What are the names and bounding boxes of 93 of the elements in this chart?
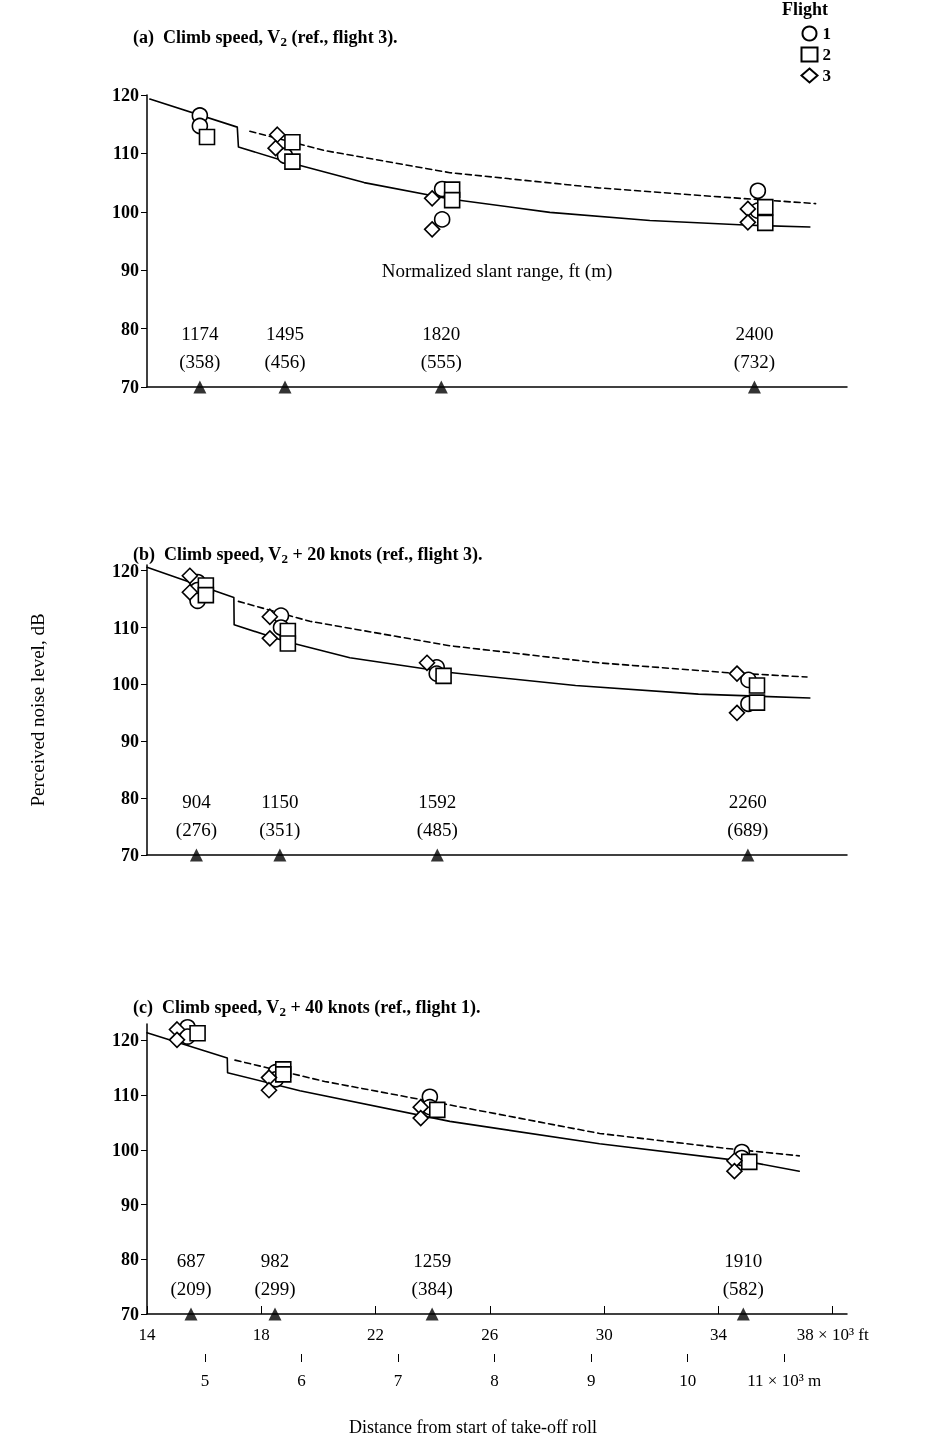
point bbox=[184, 1307, 198, 1321]
y-tick-label: 100 bbox=[112, 674, 139, 695]
x-tick-label: 18 bbox=[252, 1325, 270, 1344]
point bbox=[273, 848, 287, 862]
annotation: 1820 (555) bbox=[420, 322, 462, 373]
legend-label: 2 bbox=[822, 45, 831, 64]
x2-tick-label: 7 bbox=[393, 1371, 403, 1390]
x-tick-label: 26 bbox=[481, 1325, 499, 1344]
point bbox=[260, 1069, 278, 1086]
point bbox=[728, 665, 746, 682]
point bbox=[268, 1307, 282, 1321]
point bbox=[739, 200, 757, 218]
annotation: 2400 (732) bbox=[733, 322, 776, 373]
point bbox=[728, 704, 746, 722]
y-tick-label: 120 bbox=[112, 1030, 139, 1051]
point bbox=[284, 134, 301, 151]
legend-title: Flight bbox=[782, 0, 829, 19]
point bbox=[261, 630, 279, 647]
x2-tick-label: 9 bbox=[586, 1371, 596, 1390]
point bbox=[726, 1162, 743, 1180]
x-axis-title: Distance from start of take-off roll bbox=[348, 1417, 598, 1437]
x-tick-label: 14 bbox=[138, 1325, 156, 1344]
point bbox=[284, 153, 301, 170]
y-tick-label: 80 bbox=[121, 1249, 139, 1270]
point bbox=[435, 667, 452, 685]
y-tick-label: 110 bbox=[112, 1085, 139, 1106]
point bbox=[747, 380, 761, 394]
y-tick-label: 80 bbox=[121, 788, 139, 809]
point bbox=[433, 211, 451, 228]
y-tick-label: 90 bbox=[121, 260, 139, 281]
point bbox=[198, 128, 216, 146]
annotation: Normalized slant range, ft (m) bbox=[381, 259, 613, 282]
y-tick-label: 120 bbox=[112, 85, 139, 105]
point bbox=[430, 848, 444, 862]
x2-tick-label: 6 bbox=[297, 1371, 306, 1390]
point bbox=[197, 586, 215, 604]
annotation: 687 (209) bbox=[170, 1249, 212, 1300]
point bbox=[739, 214, 757, 231]
annotation: 1910 (582) bbox=[722, 1249, 764, 1300]
point bbox=[181, 583, 199, 601]
point bbox=[748, 694, 766, 711]
x2-tick-label: 11 × 10³ m bbox=[747, 1371, 822, 1390]
x2-tick-label: 8 bbox=[490, 1371, 499, 1390]
point bbox=[261, 608, 279, 626]
point bbox=[749, 182, 767, 200]
annotation: 1259 (384) bbox=[411, 1249, 453, 1300]
x-tick-label: 22 bbox=[367, 1325, 385, 1344]
annotation: 1495 (456) bbox=[264, 322, 306, 373]
point bbox=[168, 1031, 186, 1049]
point bbox=[736, 1307, 750, 1321]
point bbox=[740, 1153, 758, 1171]
point bbox=[189, 848, 203, 862]
y-tick-label: 90 bbox=[121, 731, 139, 752]
y-tick-label: 70 bbox=[121, 377, 139, 397]
point bbox=[181, 567, 199, 585]
y-tick-label: 110 bbox=[112, 617, 139, 638]
point bbox=[434, 380, 448, 394]
x2-tick-label: 5 bbox=[200, 1371, 210, 1390]
x2-tick-label: 10 bbox=[679, 1371, 697, 1390]
point bbox=[756, 198, 774, 216]
point bbox=[443, 191, 461, 209]
annotation: 982 (299) bbox=[254, 1249, 296, 1300]
point bbox=[279, 635, 297, 652]
y-tick-label: 110 bbox=[112, 143, 139, 164]
annotation: 2260 (689) bbox=[727, 790, 769, 841]
point bbox=[278, 380, 292, 394]
annotation: 1150 (351) bbox=[259, 790, 301, 841]
point bbox=[425, 1307, 439, 1321]
point bbox=[189, 1025, 206, 1042]
y-tick-label: 70 bbox=[121, 1304, 139, 1324]
y-tick-label: 70 bbox=[121, 845, 139, 865]
point bbox=[193, 380, 207, 394]
legend-label: 3 bbox=[822, 66, 831, 85]
x-tick-label: 38 × 10³ ft bbox=[796, 1325, 869, 1344]
y-tick-label: 80 bbox=[121, 318, 139, 339]
x-tick-label: 30 bbox=[595, 1325, 613, 1344]
point bbox=[428, 1101, 446, 1119]
annotation: 904 (276) bbox=[175, 790, 218, 841]
point bbox=[274, 1066, 292, 1083]
point bbox=[412, 1109, 430, 1127]
annotation: 1592 (485) bbox=[416, 790, 458, 841]
point bbox=[756, 214, 774, 232]
y-tick-label: 100 bbox=[112, 201, 139, 222]
x-tick-label: 34 bbox=[709, 1325, 728, 1344]
y-tick-label: 100 bbox=[112, 1139, 139, 1160]
legend-label: 1 bbox=[822, 24, 831, 43]
point bbox=[748, 677, 766, 694]
line-series bbox=[234, 1059, 801, 1157]
point bbox=[741, 848, 755, 862]
y-axis-title: Perceived noise level, dB bbox=[27, 613, 48, 807]
annotation: 1174 (358) bbox=[179, 322, 221, 373]
y-tick-label: 90 bbox=[121, 1194, 139, 1215]
point bbox=[418, 654, 436, 672]
